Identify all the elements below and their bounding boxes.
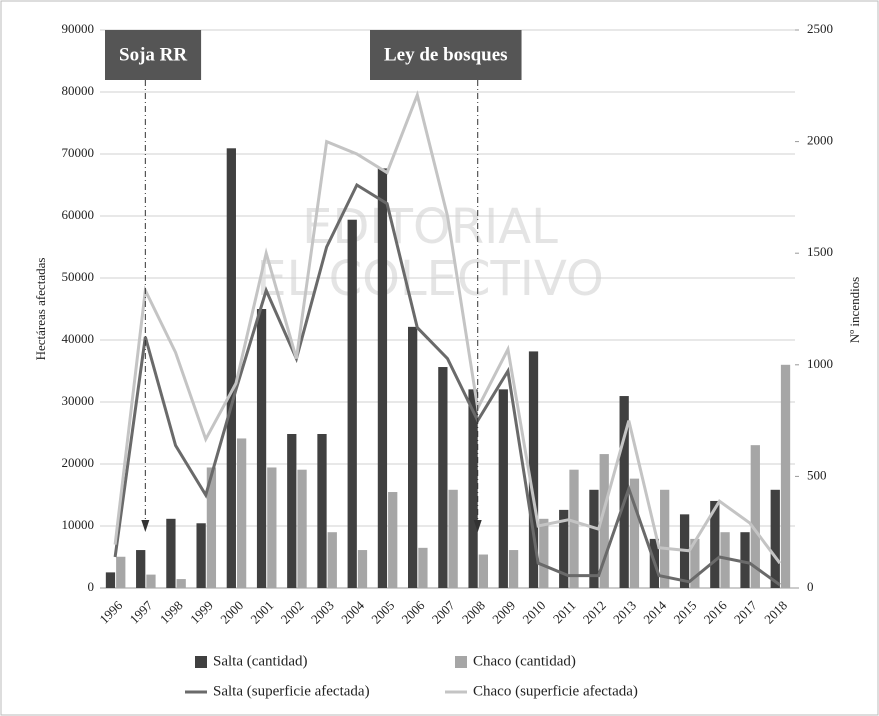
bar [740,532,750,588]
bar [317,433,327,588]
bar [287,433,297,588]
bar [236,438,247,588]
bar [105,572,116,588]
bar [136,550,146,588]
y-tick-label: 10000 [62,517,95,532]
bar [750,445,760,588]
bar [720,532,730,588]
legend-label: Salta (superficie afectada) [213,683,370,699]
y2-tick-label: 0 [807,579,814,594]
y2-tick-label: 500 [807,467,827,482]
y2-tick-label: 2500 [807,21,833,36]
bar [176,579,186,588]
legend-label: Chaco (superficie afectada) [473,683,638,699]
arrow-head [141,520,150,532]
bar [196,523,206,588]
bar [226,148,236,588]
bar [468,389,478,588]
bar [297,469,307,588]
annotation-text: Ley de bosques [384,44,508,65]
bar [408,326,418,588]
bar [619,396,629,588]
bar [206,467,217,588]
bar [710,500,720,588]
bar [327,532,337,588]
bar [478,554,488,588]
bar [770,489,780,588]
legend-label: Chaco (cantidad) [473,653,576,669]
bar [498,389,508,588]
bar [116,556,126,588]
bar [347,219,357,588]
y-axis-label: Hectáreas afectadas [33,258,48,361]
y-tick-label: 80000 [62,83,95,98]
y2-tick-label: 1500 [807,244,833,259]
line [113,182,781,587]
bar [357,550,368,588]
bar [690,538,700,588]
y2-axis-label: Nº incendios [847,277,862,344]
y2-tick-label: 1000 [807,356,833,371]
bar [256,309,267,588]
bar [438,367,448,588]
y-tick-label: 20000 [62,455,95,470]
bar [166,518,176,588]
legend-swatch [195,656,207,668]
y-tick-label: 40000 [62,331,95,346]
annotation-text: Soja RR [119,44,187,65]
bar [539,518,549,588]
bar [559,509,569,588]
bar [589,489,599,588]
bar [267,467,277,588]
y2-tick-label: 2000 [807,133,833,148]
legend-swatch [455,656,467,668]
bar [508,550,519,588]
legend-label: Salta (cantidad) [213,653,308,669]
arrow-head [473,520,482,532]
y-tick-label: 0 [88,579,95,594]
bar [660,489,670,588]
bar [146,574,156,588]
y-tick-label: 70000 [62,145,95,160]
watermark: EDITORIAL [302,199,558,255]
y-tick-label: 50000 [62,269,95,284]
bar [629,478,640,588]
bar [599,454,609,588]
bar [528,351,539,588]
line [113,90,782,565]
y-tick-label: 90000 [62,21,95,36]
bar [388,492,398,588]
annotation-box [370,30,522,80]
annotation-box [105,30,202,80]
bar [780,364,791,588]
bar [448,489,458,588]
y-tick-label: 60000 [62,207,95,222]
bar [377,168,388,588]
y-tick-label: 30000 [62,393,95,408]
bar [569,469,579,588]
bar [418,547,428,588]
